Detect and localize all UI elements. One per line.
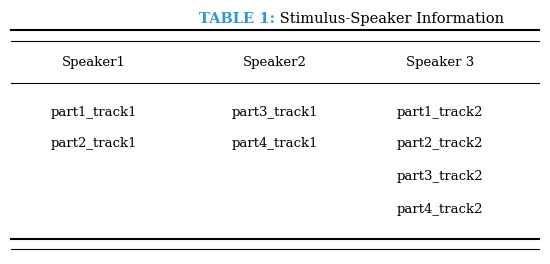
Text: part1_track2: part1_track2	[397, 106, 483, 119]
Text: TABLE 1:: TABLE 1:	[199, 12, 275, 26]
Text: part3_track2: part3_track2	[397, 170, 483, 183]
Text: part4_track1: part4_track1	[232, 137, 318, 150]
Text: Stimulus-Speaker Information: Stimulus-Speaker Information	[275, 12, 504, 26]
Text: Speaker 3: Speaker 3	[406, 55, 474, 69]
Text: part3_track1: part3_track1	[232, 106, 318, 119]
Text: Speaker2: Speaker2	[243, 55, 307, 69]
Text: part1_track1: part1_track1	[50, 106, 137, 119]
Text: part2_track1: part2_track1	[50, 137, 137, 150]
Text: part4_track2: part4_track2	[397, 203, 483, 216]
Text: part2_track2: part2_track2	[397, 137, 483, 150]
Text: Speaker1: Speaker1	[62, 55, 125, 69]
